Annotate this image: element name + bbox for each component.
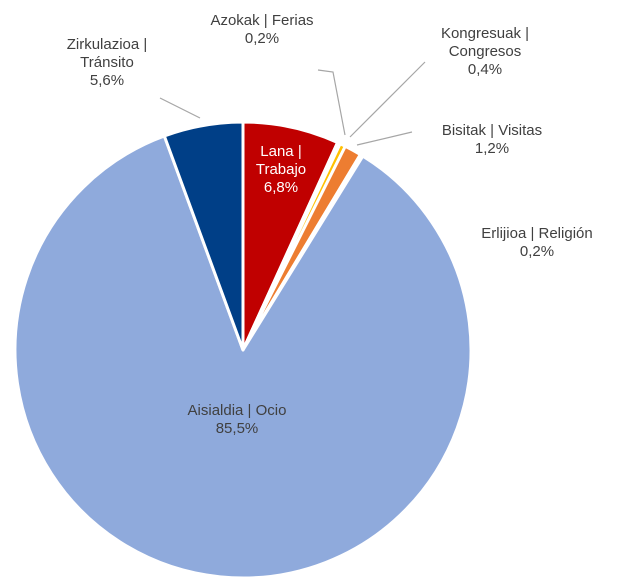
slice-label: Lana | Trabajo 6,8% — [246, 143, 316, 197]
slice-label: Kongresuak | Congresos 0,4% — [420, 25, 550, 79]
category-label: Zirkulazioa | Tránsito — [66, 36, 148, 71]
category-label: Azokak | Ferias — [210, 12, 314, 29]
pie-slice — [13, 134, 473, 578]
slice-label: Zirkulazioa | Tránsito 5,6% — [52, 36, 162, 90]
pie-slice — [162, 120, 245, 352]
value-label: 85,5% — [215, 420, 259, 437]
leader-line — [159, 97, 201, 119]
value-label: 6,8% — [263, 179, 299, 196]
slice-label: Bisitak | Visitas 1,2% — [392, 122, 592, 158]
value-label: 5,6% — [89, 72, 125, 89]
value-label: 0,2% — [519, 243, 555, 260]
category-label: Erlijioa | Religión — [481, 225, 593, 242]
value-label: 0,4% — [467, 61, 503, 78]
category-label: Bisitak | Visitas — [441, 122, 543, 139]
leader-line — [349, 61, 426, 138]
slice-label: Azokak | Ferias 0,2% — [162, 12, 362, 48]
slice-label: Aisialdia | Ocio 85,5% — [137, 402, 337, 438]
value-label: 0,2% — [244, 30, 280, 47]
category-label: Lana | Trabajo — [255, 143, 307, 178]
leader-line — [356, 131, 413, 146]
slice-label: Erlijioa | Religión 0,2% — [437, 225, 627, 261]
category-label: Kongresuak | Congresos — [440, 25, 530, 60]
category-label: Aisialdia | Ocio — [187, 402, 287, 419]
leader-lines — [159, 61, 426, 146]
leader-line — [317, 69, 346, 136]
value-label: 1,2% — [474, 140, 510, 157]
